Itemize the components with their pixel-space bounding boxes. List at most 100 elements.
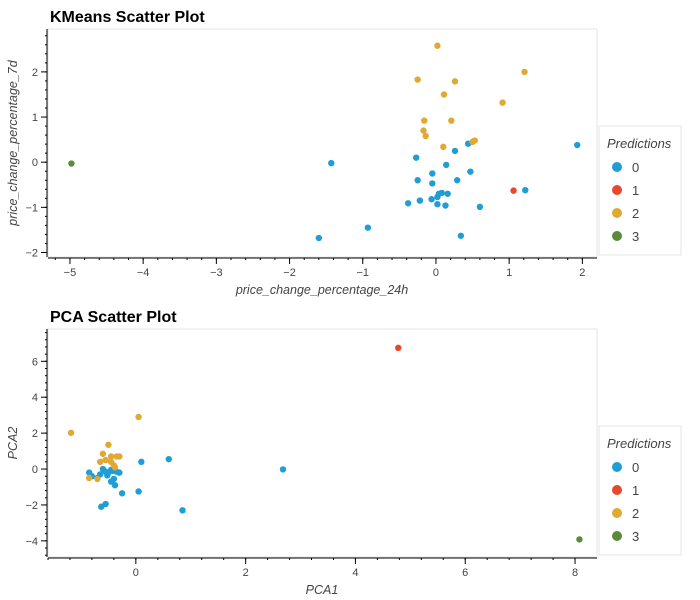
kmeans-y-tick-label: −2 bbox=[25, 247, 38, 259]
kmeans-x-tick-label: −4 bbox=[137, 267, 150, 279]
pca-legend-swatch-1 bbox=[612, 485, 622, 495]
pca-point-cluster-2 bbox=[85, 474, 93, 482]
pca-point-cluster-2 bbox=[116, 453, 123, 460]
kmeans-y-axis-label: price_change_percentage_7d bbox=[6, 59, 20, 226]
kmeans-point-cluster-2 bbox=[420, 127, 427, 134]
pca-point-cluster-0 bbox=[111, 481, 119, 489]
pca-legend-label-2: 2 bbox=[632, 506, 639, 521]
pca-legend-label-1: 1 bbox=[632, 483, 639, 498]
kmeans-legend-label-3: 3 bbox=[632, 229, 639, 244]
kmeans-legend-swatch-3 bbox=[612, 231, 622, 241]
kmeans-point-cluster-0 bbox=[467, 168, 474, 175]
kmeans-point-cluster-0 bbox=[438, 189, 446, 197]
kmeans-marks-layer: −5 −4 −3 −2 −1 0 1 2 −2 −1 0 1 2 bbox=[25, 29, 597, 279]
kmeans-y-tick-label: 2 bbox=[32, 67, 38, 79]
pca-y-axis-label: PCA2 bbox=[6, 427, 20, 460]
pca-y-tick-label: −2 bbox=[25, 500, 38, 512]
kmeans-point-cluster-3 bbox=[68, 160, 75, 167]
pca-point-cluster-0 bbox=[165, 455, 172, 463]
kmeans-legend-swatch-0 bbox=[612, 162, 622, 172]
kmeans-point-cluster-0 bbox=[404, 200, 412, 207]
pca-y-tick-label: 0 bbox=[32, 464, 38, 476]
kmeans-x-tick-label: −3 bbox=[210, 267, 223, 279]
kmeans-point-cluster-0 bbox=[453, 177, 461, 184]
kmeans-x-tick-label: −2 bbox=[283, 267, 296, 279]
pca-x-tick-label: 2 bbox=[243, 567, 249, 579]
kmeans-point-cluster-0 bbox=[416, 197, 424, 204]
pca-y-tick-label: 4 bbox=[32, 392, 38, 404]
pca-point-cluster-0 bbox=[138, 458, 145, 466]
pca-marks-layer: 0 2 4 6 8 −4 −2 0 2 4 6 bbox=[25, 329, 597, 579]
pca-point-cluster-0 bbox=[279, 466, 287, 473]
pca-point-cluster-2 bbox=[111, 464, 119, 471]
pca-legend-swatch-0 bbox=[612, 462, 622, 472]
kmeans-point-cluster-0 bbox=[442, 202, 449, 209]
kmeans-point-cluster-0 bbox=[443, 161, 450, 169]
kmeans-point-cluster-0 bbox=[574, 141, 581, 149]
pca-point-cluster-1 bbox=[395, 344, 402, 352]
kmeans-point-cluster-2 bbox=[422, 132, 429, 140]
kmeans-chart-svg: KMeans Scatter Plot price_change_percent… bbox=[6, 9, 682, 297]
kmeans-legend-label-0: 0 bbox=[632, 160, 639, 175]
kmeans-y-tick-label: 1 bbox=[32, 112, 38, 124]
pca-point-cluster-2 bbox=[107, 453, 115, 460]
pca-point-cluster-2 bbox=[135, 413, 142, 421]
kmeans-point-cluster-0 bbox=[476, 203, 484, 211]
kmeans-point-cluster-0 bbox=[428, 196, 435, 203]
kmeans-point-cluster-0 bbox=[315, 234, 323, 242]
kmeans-legend-label-1: 1 bbox=[632, 183, 639, 198]
kmeans-point-cluster-2 bbox=[451, 78, 459, 85]
pca-y-tick-label: 2 bbox=[32, 428, 38, 440]
pca-point-cluster-0 bbox=[179, 507, 186, 514]
kmeans-x-axis-label: price_change_percentage_24h bbox=[235, 283, 408, 297]
pca-x-tick-label: 0 bbox=[133, 567, 139, 579]
kmeans-point-cluster-0 bbox=[457, 232, 465, 239]
pca-point-cluster-2 bbox=[102, 456, 109, 464]
kmeans-point-cluster-2 bbox=[440, 91, 448, 98]
pca-y-tick-label: 6 bbox=[32, 356, 38, 368]
kmeans-point-cluster-0 bbox=[434, 200, 441, 208]
kmeans-point-cluster-2 bbox=[521, 68, 528, 76]
kmeans-point-cluster-1 bbox=[510, 187, 517, 194]
pca-point-cluster-2 bbox=[67, 429, 75, 436]
kmeans-y-tick-label: 0 bbox=[32, 157, 38, 169]
kmeans-plot-frame bbox=[47, 28, 598, 258]
kmeans-point-cluster-0 bbox=[414, 177, 421, 184]
pca-legend-label-0: 0 bbox=[632, 460, 639, 475]
kmeans-point-cluster-0 bbox=[429, 170, 436, 177]
pca-point-cluster-0 bbox=[102, 500, 109, 508]
kmeans-point-cluster-0 bbox=[451, 147, 459, 155]
pca-legend-label-3: 3 bbox=[632, 529, 639, 544]
pca-y-tick-label: −4 bbox=[25, 536, 38, 548]
pca-legend-swatch-2 bbox=[612, 508, 622, 518]
kmeans-x-tick-label: −5 bbox=[64, 267, 77, 279]
kmeans-point-cluster-2 bbox=[421, 117, 428, 124]
kmeans-point-cluster-2 bbox=[499, 99, 506, 106]
kmeans-point-cluster-2 bbox=[448, 117, 455, 124]
kmeans-chart-title: KMeans Scatter Plot bbox=[50, 9, 205, 26]
kmeans-point-cluster-0 bbox=[522, 186, 529, 194]
pca-point-cluster-2 bbox=[99, 450, 107, 457]
kmeans-legend-swatch-1 bbox=[612, 185, 622, 195]
kmeans-point-cluster-0 bbox=[429, 180, 436, 187]
kmeans-point-cluster-0 bbox=[412, 154, 420, 161]
kmeans-point-cluster-2 bbox=[414, 76, 421, 83]
pca-x-tick-label: 4 bbox=[352, 567, 358, 579]
kmeans-point-cluster-2 bbox=[434, 42, 441, 49]
pca-legend-swatch-3 bbox=[612, 531, 622, 541]
kmeans-legend-box bbox=[598, 125, 682, 256]
pca-point-cluster-3 bbox=[576, 536, 583, 543]
kmeans-x-tick-label: 2 bbox=[579, 267, 585, 279]
pca-point-cluster-2 bbox=[94, 475, 101, 483]
kmeans-chart-panel: KMeans Scatter Plot price_change_percent… bbox=[6, 9, 682, 297]
pca-chart-title: PCA Scatter Plot bbox=[50, 309, 177, 326]
kmeans-x-tick-label: −1 bbox=[356, 267, 369, 279]
pca-x-axis-label: PCA1 bbox=[306, 583, 339, 597]
kmeans-x-tick-label: 1 bbox=[506, 267, 512, 279]
kmeans-x-tick-label: 0 bbox=[433, 267, 439, 279]
pca-chart-svg: PCA Scatter Plot PCA1 PCA2 0 2 4 6 8 −4 −2 0 2 4 6… bbox=[6, 309, 682, 597]
kmeans-point-cluster-0 bbox=[444, 190, 451, 197]
kmeans-point-cluster-2 bbox=[469, 138, 476, 146]
pca-point-cluster-0 bbox=[118, 490, 126, 497]
pca-point-cluster-0 bbox=[135, 488, 142, 495]
